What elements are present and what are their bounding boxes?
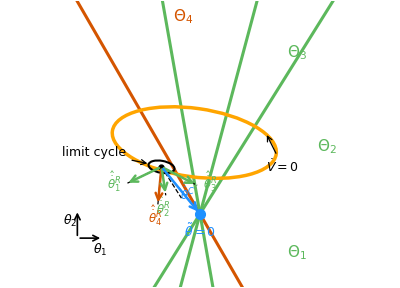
Text: limit cycle: limit cycle	[62, 146, 146, 164]
Text: $\tilde{\theta} = 0$: $\tilde{\theta} = 0$	[184, 222, 216, 240]
Text: $\hat{\dot{\theta}}_4^R$: $\hat{\dot{\theta}}_4^R$	[148, 203, 162, 228]
Text: $\Theta_4$: $\Theta_4$	[173, 8, 193, 26]
Text: $\theta_2$: $\theta_2$	[63, 213, 77, 229]
Text: $\Theta_2$: $\Theta_2$	[317, 137, 337, 156]
Text: $\dot{V} = 0$: $\dot{V} = 0$	[266, 136, 299, 175]
Text: $\hat{\dot{\theta}}_1^R$: $\hat{\dot{\theta}}_1^R$	[107, 168, 122, 194]
Text: $\hat{\dot{\theta}}^C$: $\hat{\dot{\theta}}^C$	[180, 182, 195, 203]
Text: $\hat{\dot{\theta}}_3^R$: $\hat{\dot{\theta}}_3^R$	[203, 168, 217, 194]
Text: $\Theta_1$: $\Theta_1$	[287, 243, 307, 262]
Text: $\Theta_3$: $\Theta_3$	[287, 43, 307, 62]
Text: $\hat{\dot{\theta}}_2^R$: $\hat{\dot{\theta}}_2^R$	[156, 194, 170, 219]
Text: $\theta_1$: $\theta_1$	[93, 241, 108, 257]
